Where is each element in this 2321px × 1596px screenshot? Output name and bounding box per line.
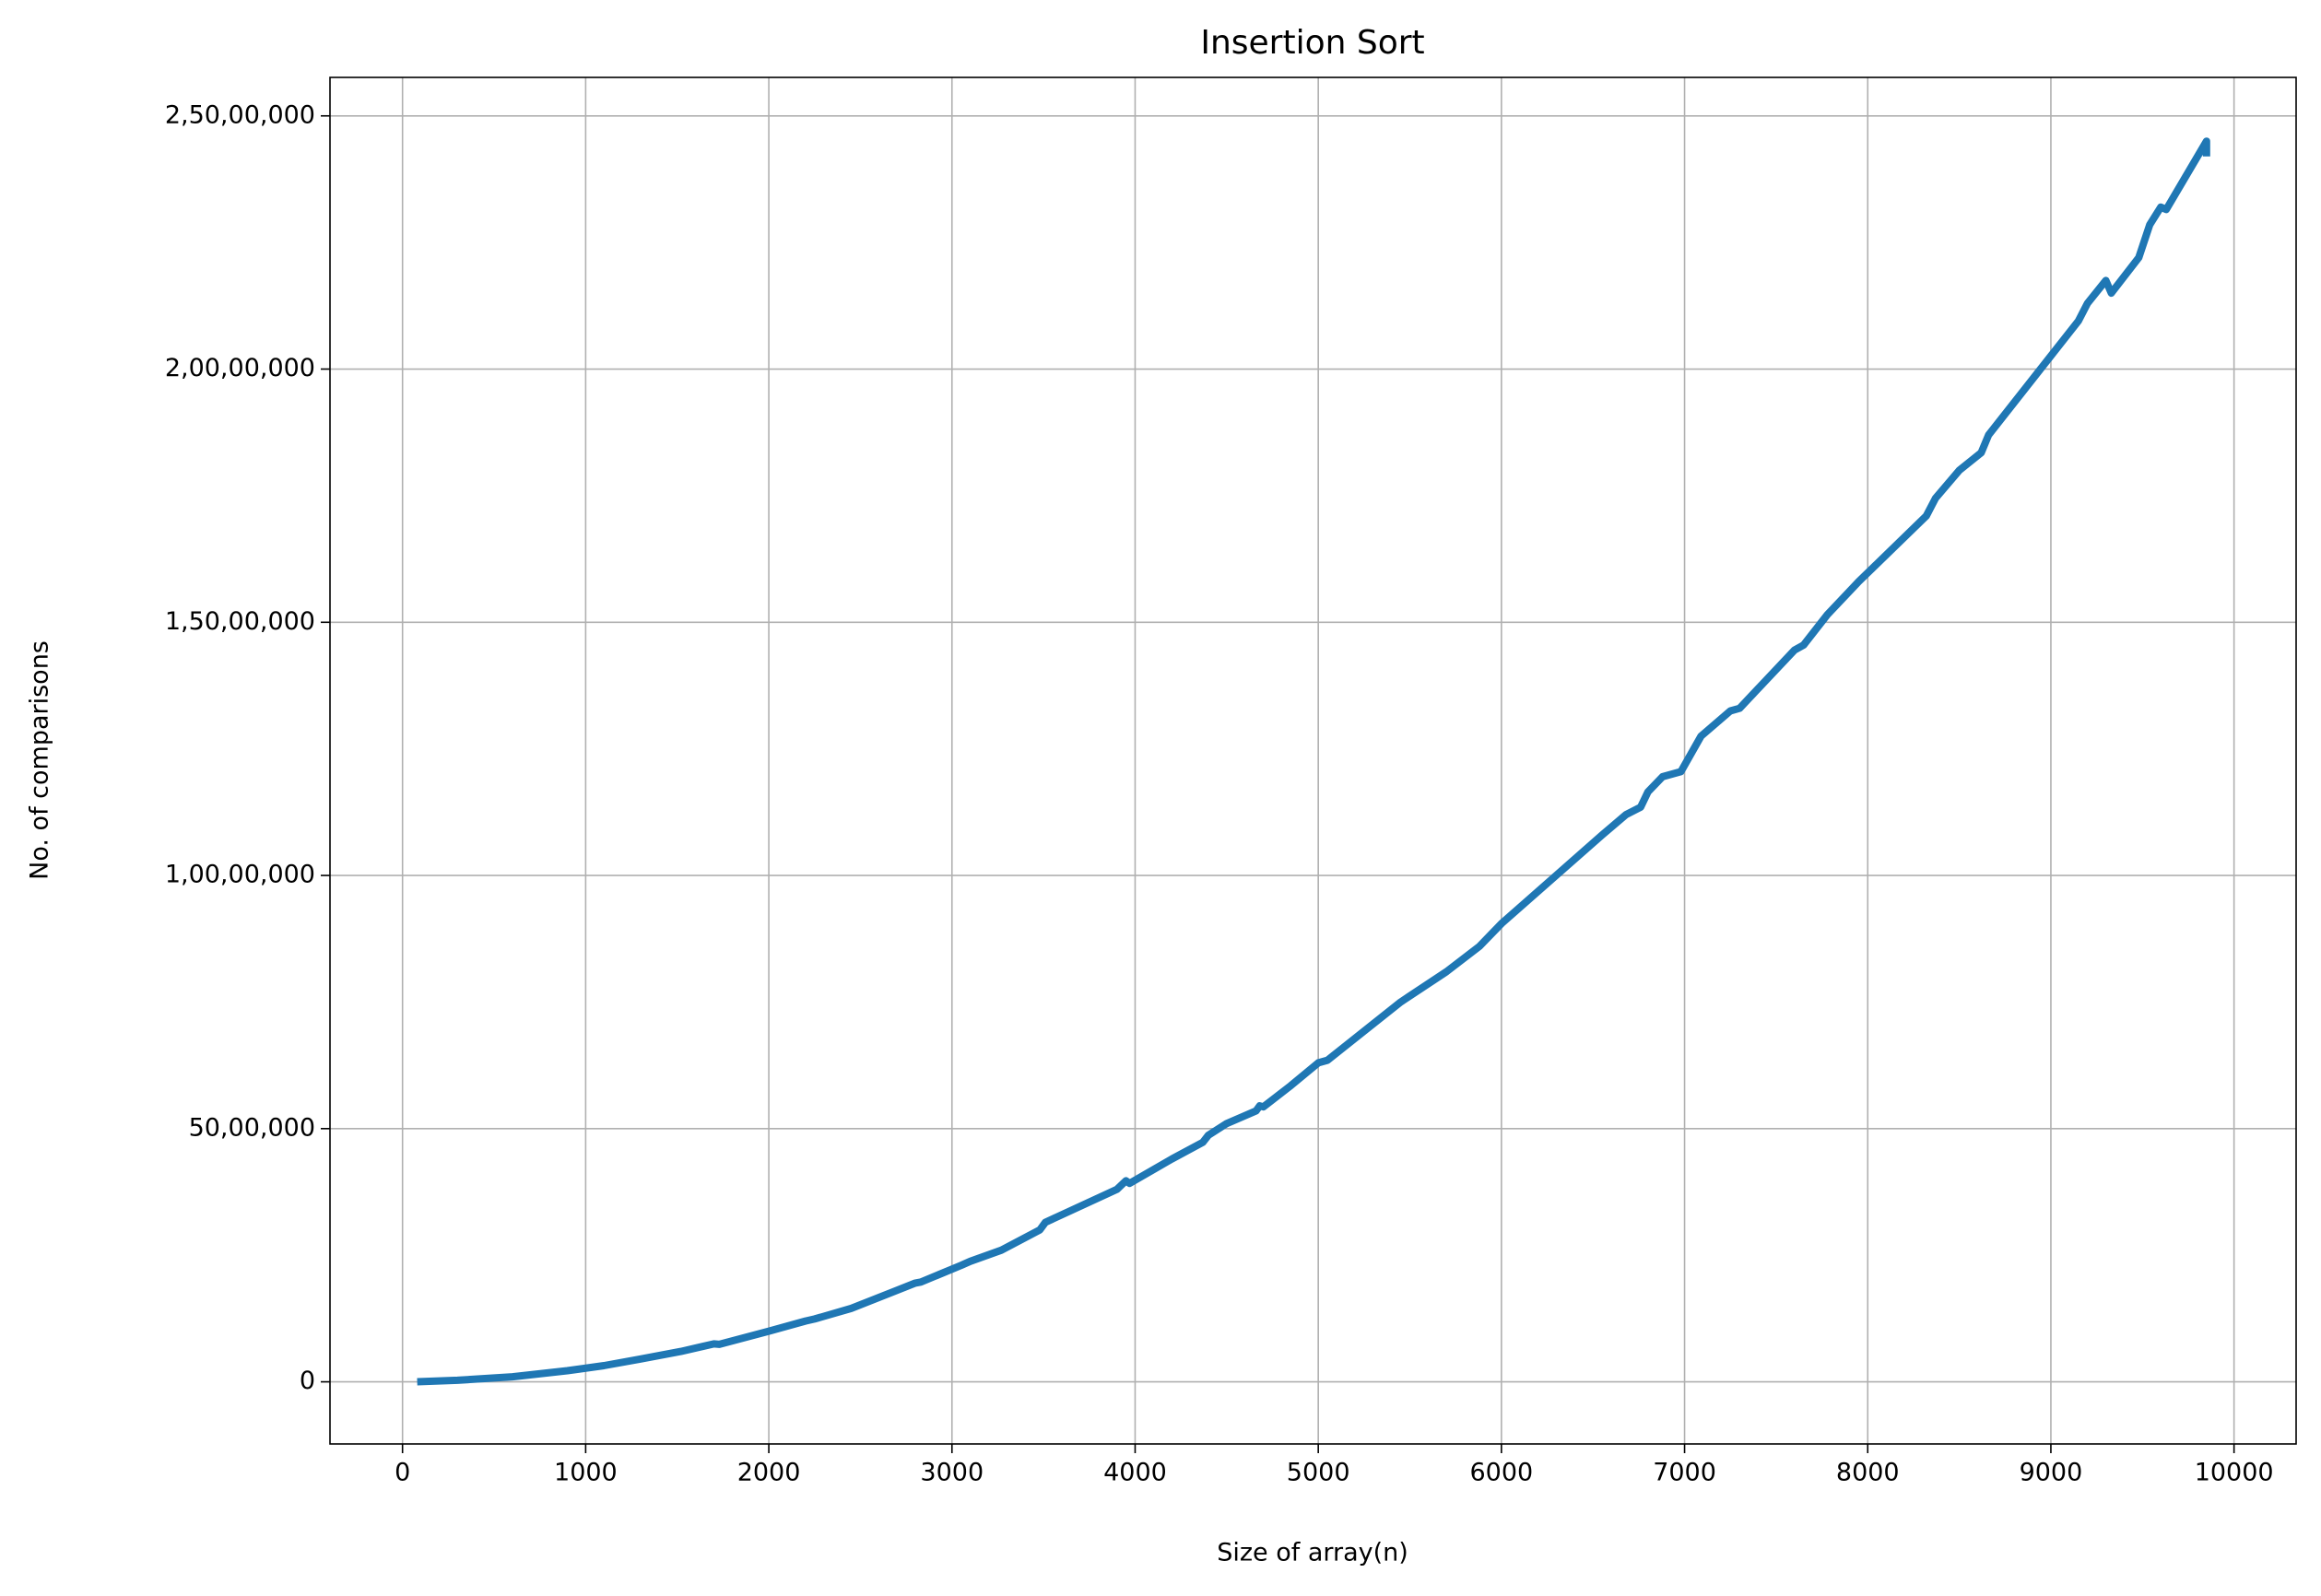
- x-tick-label: 5000: [1287, 1459, 1350, 1487]
- x-tick-label: 10000: [2195, 1459, 2274, 1487]
- x-tick-label: 3000: [920, 1459, 984, 1487]
- x-tick-label: 2000: [737, 1459, 801, 1487]
- x-axis-label: Size of array(n): [1217, 1539, 1408, 1567]
- chart-title: Insertion Sort: [1200, 24, 1424, 62]
- x-tick-label: 4000: [1103, 1459, 1167, 1487]
- y-axis-label: No. of comparisons: [26, 640, 54, 880]
- y-tick-label: 0: [300, 1367, 315, 1395]
- x-tick-label: 8000: [1836, 1459, 1900, 1487]
- x-tick-label: 9000: [2020, 1459, 2083, 1487]
- y-tick-label: 2,50,00,000: [165, 100, 315, 129]
- y-tick-label: 2,00,00,000: [165, 354, 315, 382]
- x-tick-label: 6000: [1469, 1459, 1533, 1487]
- y-tick-label: 50,00,000: [189, 1113, 315, 1142]
- x-tick-label: 7000: [1653, 1459, 1716, 1487]
- x-tick-label: 0: [395, 1459, 410, 1487]
- plot-frame: [329, 76, 2297, 1445]
- x-tick-label: 1000: [554, 1459, 618, 1487]
- data-line: [417, 137, 2210, 1386]
- y-tick-label: 1,50,00,000: [165, 607, 315, 636]
- y-tick-label: 1,00,00,000: [165, 861, 315, 889]
